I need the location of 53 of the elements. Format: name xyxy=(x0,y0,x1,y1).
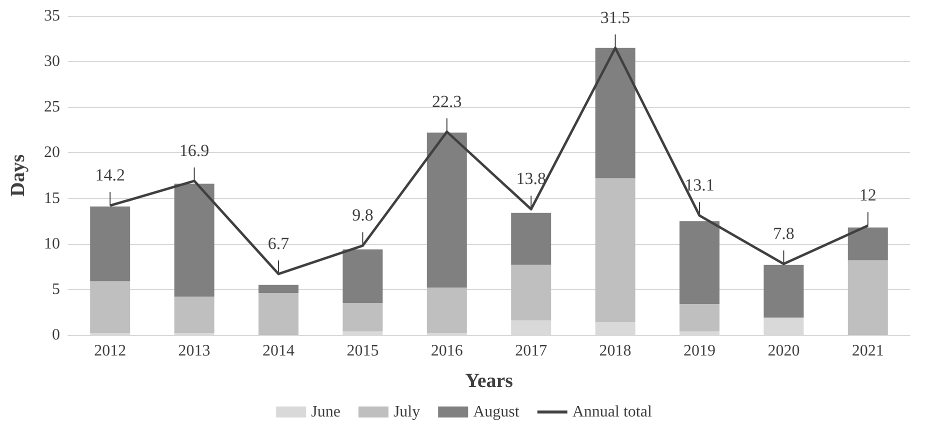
bar xyxy=(174,184,214,297)
y-tick-label: 15 xyxy=(44,190,60,207)
bar xyxy=(511,264,552,320)
y-tick-label: 30 xyxy=(44,53,60,70)
bar xyxy=(90,281,130,334)
data-label: 12 xyxy=(859,186,876,205)
x-tick-label: 2012 xyxy=(94,342,126,360)
legend-label: July xyxy=(393,404,420,420)
x-axis-title: Years xyxy=(465,370,514,392)
bar xyxy=(511,212,552,265)
y-axis-title: Days xyxy=(7,154,29,197)
bar xyxy=(426,132,467,288)
x-tick-label: 2017 xyxy=(515,342,548,360)
x-tick-label: 2016 xyxy=(430,342,463,360)
x-tick-label: 2021 xyxy=(852,342,884,360)
data-label: 14.2 xyxy=(95,166,125,185)
x-tick-label: 2015 xyxy=(346,342,379,360)
bar xyxy=(680,304,720,332)
data-label: 22.3 xyxy=(432,92,462,111)
y-tick-label: 20 xyxy=(44,144,60,162)
legend-label: June xyxy=(311,404,340,420)
y-tick-label: 10 xyxy=(44,235,60,252)
legend-label: August xyxy=(473,404,520,420)
bar xyxy=(342,303,383,332)
bar xyxy=(258,284,298,294)
bar xyxy=(174,296,214,334)
bar xyxy=(90,206,130,282)
x-tick-label: 2014 xyxy=(262,342,294,360)
bar xyxy=(764,264,804,318)
data-label: 6.7 xyxy=(268,234,290,253)
bar xyxy=(595,178,636,322)
y-tick-label: 0 xyxy=(52,326,60,344)
bar xyxy=(848,260,888,335)
data-label: 16.9 xyxy=(179,140,210,160)
bar xyxy=(426,288,467,334)
x-tick-label: 2019 xyxy=(684,342,716,360)
y-tick-label: 25 xyxy=(44,98,60,116)
x-tick-label: 2018 xyxy=(599,342,632,360)
bar xyxy=(680,221,720,304)
data-label: 13.8 xyxy=(516,169,546,188)
data-label: 9.8 xyxy=(352,206,374,225)
x-tick-label: 2020 xyxy=(768,342,800,360)
y-tick-label: 35 xyxy=(44,8,60,24)
data-label: 13.1 xyxy=(684,176,714,195)
data-label: 31.5 xyxy=(600,8,630,27)
bar xyxy=(258,293,298,335)
bar xyxy=(595,48,636,178)
data-label: 7.8 xyxy=(773,224,794,243)
y-tick-label: 5 xyxy=(52,280,60,298)
x-tick-label: 2013 xyxy=(178,342,210,360)
legend-label: Annual total xyxy=(572,404,652,420)
bar xyxy=(848,227,888,260)
bar xyxy=(342,249,383,304)
